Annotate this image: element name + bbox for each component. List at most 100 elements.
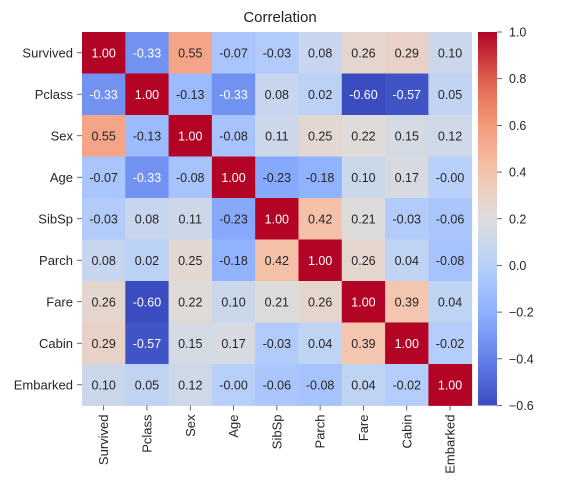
heatmap-cell <box>255 73 299 116</box>
heatmap-cell <box>341 364 386 406</box>
heatmap-cell <box>298 198 343 240</box>
cell-value-label: 0.05 <box>135 378 159 392</box>
heatmap-cell <box>82 156 126 199</box>
cell-value-label: 0.22 <box>351 129 375 143</box>
chart-title: Correlation <box>243 9 316 26</box>
cell-value-label: 0.12 <box>178 378 202 392</box>
heatmap-cell <box>298 281 343 323</box>
column-label: Embarked <box>443 415 458 474</box>
cell-value-label: 0.15 <box>395 129 419 143</box>
heatmap-cell <box>255 32 299 74</box>
cell-value-label: 0.26 <box>308 295 332 309</box>
heatmap-cell <box>341 198 386 240</box>
row-label: Embarked <box>14 377 73 392</box>
cell-value-label: 0.17 <box>395 171 419 185</box>
cell-value-label: -0.33 <box>133 46 162 60</box>
heatmap-cell <box>385 73 429 116</box>
heatmap-cells <box>82 32 473 406</box>
heatmap-cell <box>82 322 126 365</box>
heatmap-cell <box>428 239 473 282</box>
heatmap-cell <box>168 322 213 365</box>
cell-value-label: 0.04 <box>308 337 332 351</box>
heatmap-cell <box>211 32 256 74</box>
heatmap-cell <box>428 281 473 323</box>
colorbar-tick-label: −0.4 <box>509 352 534 366</box>
cell-annotations: 1.00 -0.33 0.55 -0.07 -0.03 0.08 0.26 0.29 0.10 -… <box>89 46 464 392</box>
cell-value-label: -0.18 <box>306 171 335 185</box>
cell-value-label: -0.13 <box>133 129 162 143</box>
cell-value-label: -0.57 <box>393 88 422 102</box>
heatmap-cell <box>341 281 386 323</box>
heatmap-cell <box>82 364 126 406</box>
heatmap-cell <box>211 73 256 116</box>
heatmap-cell <box>168 239 213 282</box>
cell-value-label: 0.39 <box>351 337 375 351</box>
heatmap-cell <box>168 281 213 323</box>
cell-value-label: 0.02 <box>135 254 159 268</box>
cell-value-label: 1.00 <box>91 46 115 60</box>
cell-value-label: 0.10 <box>351 171 375 185</box>
cell-value-label: -0.02 <box>393 378 422 392</box>
cell-value-label: 1.00 <box>221 171 245 185</box>
colorbar-tick-label: 0.4 <box>509 166 526 180</box>
heatmap-cell <box>211 156 256 199</box>
cell-value-label: 0.55 <box>178 46 202 60</box>
cell-value-label: 0.29 <box>91 337 115 351</box>
heatmap-cell <box>255 322 299 365</box>
row-label: Cabin <box>39 336 73 351</box>
cell-value-label: 1.00 <box>135 88 159 102</box>
cell-value-label: -0.08 <box>176 171 205 185</box>
cell-value-label: -0.33 <box>133 171 162 185</box>
heatmap-cell <box>341 32 386 74</box>
row-label: Fare <box>46 294 73 309</box>
cell-value-label: -0.18 <box>219 254 248 268</box>
cell-value-label: 0.21 <box>265 295 289 309</box>
colorbar-tick-label: 0.2 <box>509 212 526 226</box>
heatmap-cell <box>341 156 386 199</box>
cell-value-label: -0.60 <box>349 88 378 102</box>
heatmap-cell <box>211 322 256 365</box>
heatmap-cell <box>211 115 256 157</box>
heatmap-cell <box>385 364 429 406</box>
cell-value-label: -0.03 <box>393 212 422 226</box>
heatmap-cell <box>125 364 169 406</box>
heatmap-cell <box>298 73 343 116</box>
cell-value-label: 0.26 <box>351 254 375 268</box>
heatmap-cell <box>211 281 256 323</box>
row-labels: Survived Pclass Sex Age SibSp Parch Fare Cabin E… <box>14 45 82 392</box>
cell-value-label: -0.02 <box>436 337 465 351</box>
heatmap-cell <box>82 239 126 282</box>
heatmap-cell <box>255 239 299 282</box>
heatmap-cell <box>298 239 343 282</box>
cell-value-label: -0.33 <box>89 88 118 102</box>
heatmap-cell <box>341 73 386 116</box>
heatmap-cell <box>168 198 213 240</box>
cell-value-label: -0.03 <box>89 212 118 226</box>
column-label: Survived <box>96 415 111 466</box>
cell-value-label: 0.22 <box>178 295 202 309</box>
cell-value-label: -0.13 <box>176 88 205 102</box>
heatmap-cell <box>168 32 213 74</box>
colorbar-tick-label: 0.6 <box>509 119 526 133</box>
heatmap-cell <box>125 32 169 74</box>
cell-value-label: 0.08 <box>91 254 115 268</box>
heatmap-cell <box>385 322 429 365</box>
cell-value-label: 0.10 <box>438 46 462 60</box>
row-label: Pclass <box>35 87 74 102</box>
heatmap-cell <box>298 364 343 406</box>
row-label: Parch <box>39 253 73 268</box>
cell-value-label: 1.00 <box>351 295 375 309</box>
cell-value-label: 0.29 <box>395 46 419 60</box>
cell-value-label: 1.00 <box>265 212 289 226</box>
cell-value-label: 0.08 <box>308 46 332 60</box>
cell-value-label: 1.00 <box>308 254 332 268</box>
heatmap-cell <box>341 239 386 282</box>
heatmap-cell <box>428 73 473 116</box>
cell-value-label: 0.55 <box>91 129 115 143</box>
heatmap-cell <box>428 32 473 74</box>
cell-value-label: -0.33 <box>219 88 248 102</box>
cell-value-label: 0.10 <box>221 295 245 309</box>
cell-value-label: 0.05 <box>438 88 462 102</box>
heatmap-cell <box>255 156 299 199</box>
heatmap-cell <box>298 156 343 199</box>
